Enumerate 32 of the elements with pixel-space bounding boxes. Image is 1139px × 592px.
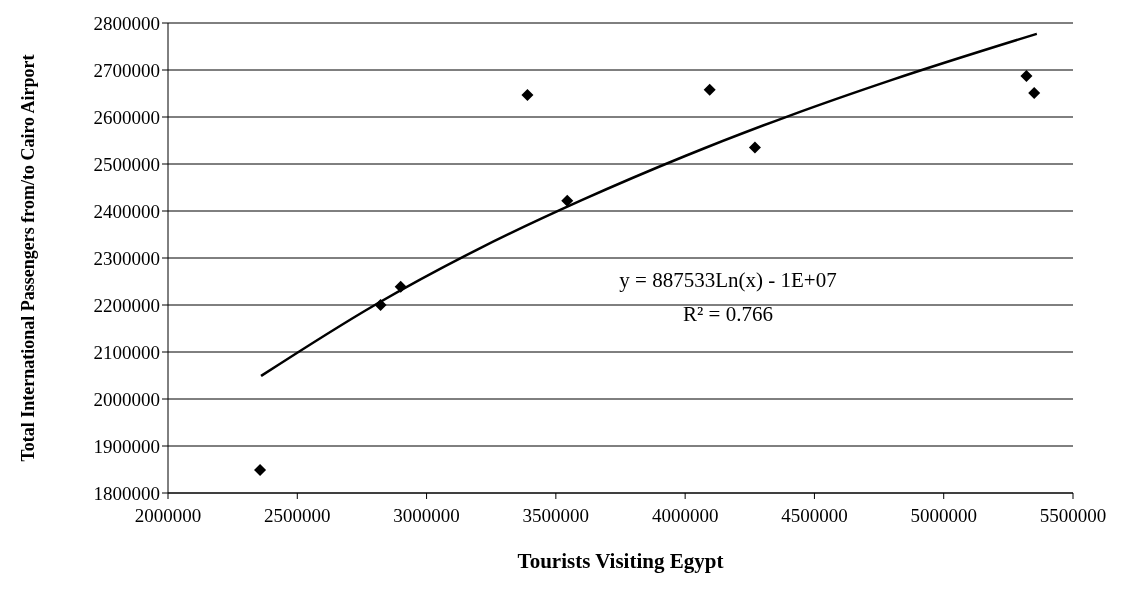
annotation: R² = 0.766 bbox=[682, 301, 774, 328]
x-tick-label: 4500000 bbox=[781, 505, 848, 527]
point bbox=[1028, 87, 1041, 100]
x-tick-label: 2000000 bbox=[134, 505, 202, 527]
point bbox=[748, 141, 761, 154]
y-tick-label: 2200000 bbox=[93, 294, 160, 316]
point bbox=[703, 83, 716, 96]
annotation: y = 887533Ln(x) - 1E+07 bbox=[618, 267, 838, 294]
y-tick-label: 2000000 bbox=[93, 388, 160, 410]
x-tick-label: 5000000 bbox=[910, 505, 977, 527]
y-tick-label: 2800000 bbox=[93, 12, 160, 34]
x-tick-label: 2500000 bbox=[264, 505, 331, 527]
y-tick-label: 1900000 bbox=[93, 435, 160, 457]
y-tick-label: 2700000 bbox=[93, 59, 160, 81]
point bbox=[254, 463, 267, 476]
y-tick-label: 1800000 bbox=[93, 482, 160, 504]
x-axis-title: Tourists Visiting Egypt bbox=[517, 549, 724, 573]
y-tick-label: 2300000 bbox=[93, 247, 160, 269]
y-tick-label: 2400000 bbox=[93, 200, 160, 222]
point bbox=[521, 88, 534, 101]
y-tick-label: 2100000 bbox=[93, 341, 160, 363]
y-tick-label: 2600000 bbox=[93, 106, 160, 128]
x-tick-label: 3500000 bbox=[522, 505, 590, 527]
point bbox=[561, 194, 574, 207]
y-axis-title: Total International Passengers from/to Cairo Airport bbox=[18, 54, 39, 462]
point bbox=[394, 280, 407, 293]
y-tick-label: 2500000 bbox=[93, 153, 160, 175]
point bbox=[1020, 70, 1033, 83]
x-tick-label: 5500000 bbox=[1039, 505, 1107, 527]
x-tick-label: 4000000 bbox=[651, 505, 719, 527]
x-tick-label: 3000000 bbox=[393, 505, 460, 527]
point bbox=[374, 299, 387, 311]
